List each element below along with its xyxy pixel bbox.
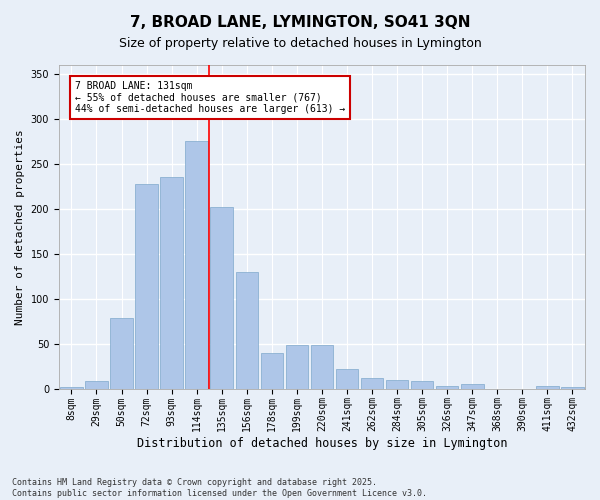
Bar [211, 207, 233, 388]
Y-axis label: Number of detached properties: Number of detached properties [15, 129, 25, 324]
X-axis label: Distribution of detached houses by size in Lymington: Distribution of detached houses by size … [137, 437, 507, 450]
Text: 7 BROAD LANE: 131sqm
← 55% of detached houses are smaller (767)
44% of semi-deta: 7 BROAD LANE: 131sqm ← 55% of detached h… [75, 81, 346, 114]
Bar [85, 382, 108, 388]
Bar [260, 352, 283, 388]
Bar [361, 378, 383, 388]
Bar [311, 346, 333, 389]
Bar [436, 386, 458, 388]
Bar [336, 369, 358, 388]
Bar [236, 272, 258, 388]
Bar [386, 380, 409, 388]
Bar [160, 178, 183, 388]
Bar [561, 387, 584, 388]
Bar [461, 384, 484, 388]
Bar [110, 318, 133, 388]
Bar [536, 386, 559, 388]
Bar [60, 387, 83, 388]
Bar [185, 142, 208, 388]
Text: Contains HM Land Registry data © Crown copyright and database right 2025.
Contai: Contains HM Land Registry data © Crown c… [12, 478, 427, 498]
Bar [286, 346, 308, 389]
Text: Size of property relative to detached houses in Lymington: Size of property relative to detached ho… [119, 38, 481, 51]
Bar [411, 382, 433, 388]
Bar [136, 184, 158, 388]
Text: 7, BROAD LANE, LYMINGTON, SO41 3QN: 7, BROAD LANE, LYMINGTON, SO41 3QN [130, 15, 470, 30]
